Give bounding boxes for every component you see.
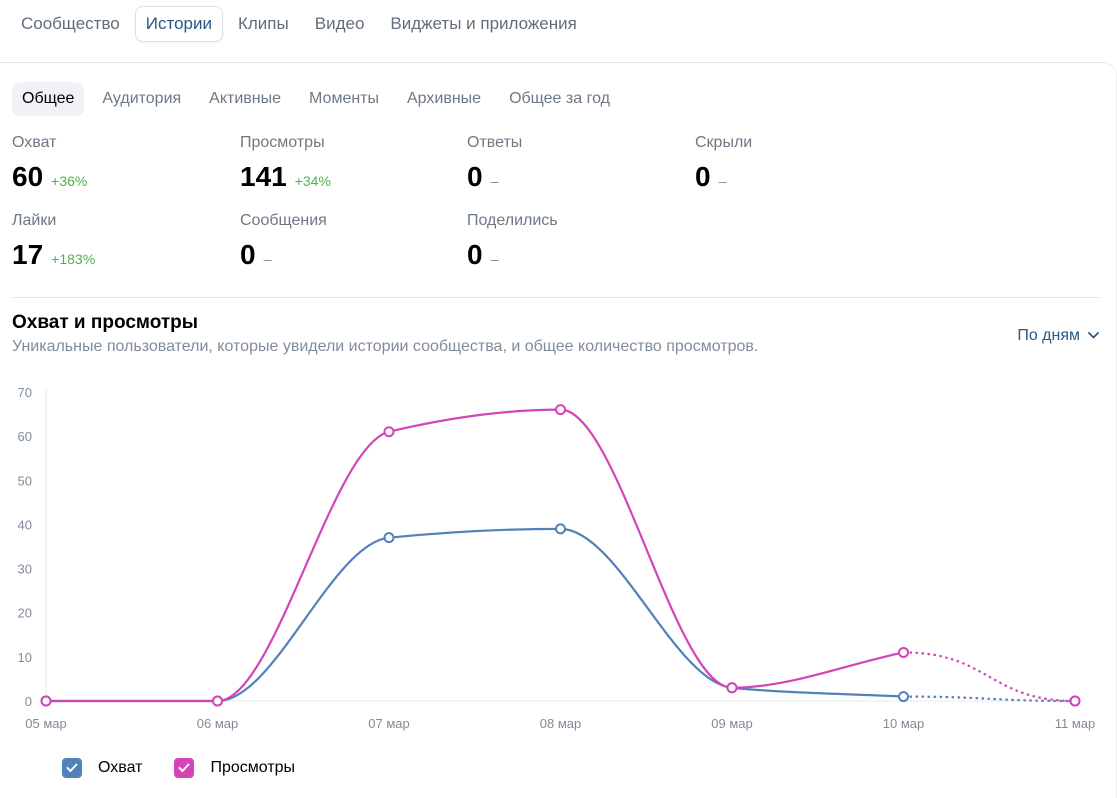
y-tick-label: 60	[18, 429, 32, 444]
series-forecast-line-0	[903, 695, 1076, 703]
chart-title: Охват и просмотры	[12, 312, 198, 333]
subtab-moments[interactable]: Моменты	[309, 90, 379, 107]
x-tick-label: 09 мар	[711, 716, 752, 731]
subtab-audience[interactable]: Аудитория	[102, 90, 182, 107]
stat-shared: Поделились 0 –	[467, 211, 687, 269]
x-tick-label: 07 мар	[368, 716, 409, 731]
series-forecast-line-1	[903, 651, 1076, 703]
y-tick-label: 50	[18, 473, 32, 488]
sub-tabs: Общее Аудитория Активные Моменты Архивны…	[12, 82, 628, 116]
stat-messages: Сообщения 0 –	[240, 211, 460, 269]
stat-delta: –	[263, 251, 272, 267]
stat-value: 0	[467, 161, 483, 192]
stat-label: Поделились	[467, 212, 558, 229]
legend-label: Просмотры	[210, 759, 296, 776]
subtab-active[interactable]: Активные	[209, 90, 282, 107]
data-point	[555, 404, 566, 416]
legend-item-views[interactable]: Просмотры	[174, 758, 295, 778]
x-tick-label: 11 мар	[1055, 716, 1096, 731]
period-label: По дням	[1017, 327, 1080, 344]
stat-views: Просмотры 141 +34%	[240, 133, 460, 191]
stat-label: Просмотры	[240, 134, 325, 151]
stat-delta: +183%	[51, 251, 96, 267]
stat-value: 17	[12, 239, 44, 270]
section-divider	[12, 297, 1101, 298]
stat-delta: –	[718, 173, 727, 189]
data-point	[555, 523, 566, 535]
legend-label: Охват	[98, 759, 143, 776]
data-point	[898, 646, 909, 658]
stat-label: Лайки	[12, 212, 57, 229]
x-tick-label: 05 мар	[25, 716, 66, 731]
tab-video[interactable]: Видео	[314, 14, 365, 33]
data-point	[1069, 695, 1081, 707]
stat-reach: Охват 60 +36%	[12, 133, 232, 191]
chevron-down-icon	[1088, 330, 1099, 342]
data-point	[383, 532, 395, 544]
stat-hidden: Скрыли 0 –	[695, 133, 915, 191]
legend-item-reach[interactable]: Охват	[62, 758, 142, 778]
data-point	[40, 695, 52, 707]
x-tick-label: 10 мар	[883, 716, 924, 731]
series-line-0	[44, 527, 905, 703]
tab-widgets-apps[interactable]: Виджеты и приложения	[390, 14, 577, 33]
y-tick-label: 30	[18, 562, 32, 577]
stat-value: 0	[695, 161, 711, 192]
x-tick-label: 08 мар	[540, 716, 581, 731]
chart-legend: Охват Просмотры	[62, 758, 327, 778]
stat-label: Сообщения	[240, 212, 327, 229]
stat-value: 141	[240, 161, 287, 192]
subtab-archived[interactable]: Архивные	[407, 90, 482, 107]
data-point	[898, 691, 909, 703]
tab-stories[interactable]: Истории	[134, 6, 223, 42]
stat-label: Охват	[12, 134, 57, 151]
series-line-1	[44, 408, 905, 703]
top-tabs: Сообщество Истории Клипы Видео Виджеты и…	[10, 6, 592, 42]
y-tick-label: 70	[18, 385, 32, 400]
y-tick-label: 20	[18, 606, 32, 621]
checkbox-checked-icon[interactable]	[62, 758, 82, 778]
stat-value: 0	[467, 239, 483, 270]
stat-delta: +34%	[294, 173, 331, 189]
data-point	[383, 426, 395, 438]
stat-delta: +36%	[51, 173, 88, 189]
stat-delta: –	[490, 251, 499, 267]
y-tick-label: 0	[25, 694, 32, 709]
checkbox-checked-icon[interactable]	[174, 758, 195, 778]
stat-label: Ответы	[467, 134, 523, 151]
period-dropdown[interactable]: По дням	[1017, 327, 1099, 345]
subtab-general[interactable]: Общее	[12, 82, 85, 116]
stat-likes: Лайки 17 +183%	[12, 211, 232, 269]
stat-replies: Ответы 0 –	[467, 133, 687, 191]
y-tick-label: 40	[18, 517, 32, 532]
stat-value: 60	[12, 161, 44, 192]
stat-value: 0	[240, 239, 256, 270]
chart-subtitle: Уникальные пользователи, которые увидели…	[12, 338, 759, 355]
tab-clips[interactable]: Клипы	[237, 14, 289, 33]
stat-delta: –	[490, 173, 499, 189]
tab-community[interactable]: Сообщество	[21, 14, 120, 33]
y-tick-label: 10	[18, 650, 32, 665]
data-point	[726, 682, 738, 694]
x-tick-label: 06 мар	[197, 716, 238, 731]
reach-views-chart: 0 10 20 30 40 50 60 70 05 мар 06 мар 07 мар 08 мар 0…	[18, 385, 1096, 731]
stat-label: Скрыли	[695, 134, 753, 151]
subtab-year-total[interactable]: Общее за год	[509, 90, 610, 107]
data-point	[212, 695, 223, 707]
